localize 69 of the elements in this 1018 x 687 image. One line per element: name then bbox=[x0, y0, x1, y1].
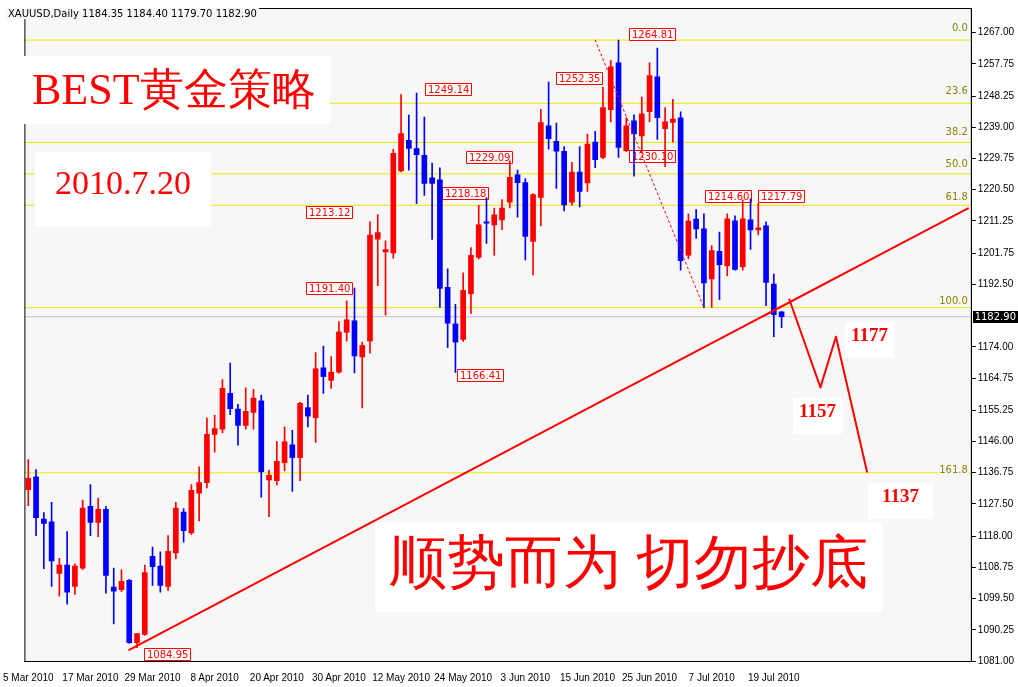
x-tick-label: 17 Mar 2010 bbox=[62, 671, 119, 683]
x-tick-label: 5 Mar 2010 bbox=[3, 671, 55, 683]
y-tick-label: 1257.75 bbox=[977, 57, 1015, 69]
annotation: 61.8 bbox=[944, 191, 969, 202]
annotation: 1217.79 bbox=[761, 190, 803, 202]
annotation: BEST黄金策略 bbox=[18, 56, 330, 124]
annotation: 顺势而为 切勿抄底 bbox=[375, 522, 882, 612]
annotation: 23.6 bbox=[944, 85, 969, 96]
candlestick bbox=[429, 162, 435, 240]
y-tick-label: 1248.25 bbox=[977, 89, 1015, 101]
y-tick-label: 1201.75 bbox=[977, 246, 1015, 258]
x-tick-label: 20 Apr 2010 bbox=[249, 671, 305, 683]
candlestick bbox=[41, 512, 47, 570]
candlestick bbox=[211, 415, 218, 453]
y-tick-label: 1239.00 bbox=[977, 121, 1015, 132]
candlestick bbox=[374, 214, 381, 287]
y-tick-label: 1118.00 bbox=[977, 529, 1013, 541]
x-tick-label: 19 Jul 2010 bbox=[747, 671, 801, 683]
y-tick-label: 1192.50 bbox=[977, 278, 1014, 290]
annotation: 1137 bbox=[868, 483, 933, 519]
y-tick-label: 1090.25 bbox=[977, 623, 1015, 635]
x-tick-label: 8 Apr 2010 bbox=[190, 671, 240, 683]
annotation: 161.8 bbox=[938, 464, 969, 475]
y-tick-label: 1108.75 bbox=[977, 561, 1014, 573]
annotation: 1177 bbox=[845, 322, 894, 358]
annotation: 1252.35 bbox=[559, 72, 601, 84]
x-tick-label: 15 Jun 2010 bbox=[559, 671, 616, 683]
y-tick-label: 1155.25 bbox=[977, 403, 1014, 415]
annotation: 2010.7.20 bbox=[35, 152, 211, 226]
chart-title: XAUUSD,Daily 1184.35 1184.40 1179.70 1182.90 bbox=[6, 8, 259, 19]
annotation: 100.0 bbox=[938, 295, 969, 306]
x-tick-label: 25 Jun 2010 bbox=[622, 671, 678, 683]
candlestick bbox=[196, 466, 202, 522]
candlestick bbox=[670, 98, 676, 143]
annotation: 50.0 bbox=[944, 158, 969, 169]
annotation: 1084.95 bbox=[147, 648, 189, 660]
y-tick-label: 1146.00 bbox=[977, 435, 1014, 447]
annotation: 1218.18 bbox=[445, 187, 487, 199]
x-tick-label: 24 May 2010 bbox=[434, 671, 493, 683]
annotation: 1213.12 bbox=[309, 206, 351, 218]
annotation: 1191.40 bbox=[309, 282, 351, 294]
annotation: 1214.60 bbox=[708, 190, 750, 202]
annotation: 1157 bbox=[793, 398, 842, 434]
x-tick-label: 3 Jun 2010 bbox=[500, 671, 551, 683]
candlestick bbox=[266, 469, 272, 518]
x-tick-label: 12 May 2010 bbox=[372, 671, 431, 683]
annotation: 1229.09 bbox=[469, 151, 511, 163]
candlestick bbox=[406, 114, 412, 171]
y-tick-label: 1229.75 bbox=[977, 152, 1015, 164]
annotation: 1264.81 bbox=[632, 28, 674, 40]
y-tick-label: 1220.50 bbox=[977, 183, 1015, 195]
x-tick-label: 30 Apr 2010 bbox=[311, 671, 367, 683]
y-tick-label: 1164.75 bbox=[977, 371, 1014, 383]
candlestick bbox=[359, 341, 366, 409]
y-tick-label: 1099.50 bbox=[977, 592, 1015, 604]
annotation: 1166.41 bbox=[460, 369, 502, 381]
y-tick-label: 1174.00 bbox=[977, 340, 1014, 352]
x-tick-label: 29 Mar 2010 bbox=[124, 671, 182, 683]
y-tick-label: 1267.00 bbox=[977, 26, 1015, 38]
y-tick-label: 1136.75 bbox=[977, 466, 1014, 478]
y-tick-label: 1081.00 bbox=[977, 654, 1015, 666]
annotation: 0.0 bbox=[950, 22, 969, 33]
y-tick-label: 1127.50 bbox=[977, 497, 1014, 509]
x-tick-label: 7 Jul 2010 bbox=[688, 671, 736, 683]
annotation: 38.2 bbox=[944, 126, 969, 137]
candlestick bbox=[491, 207, 498, 256]
text: 1182.90 bbox=[972, 311, 1018, 323]
y-tick-label: 1211.25 bbox=[977, 214, 1014, 226]
annotation: 1249.14 bbox=[428, 83, 470, 95]
